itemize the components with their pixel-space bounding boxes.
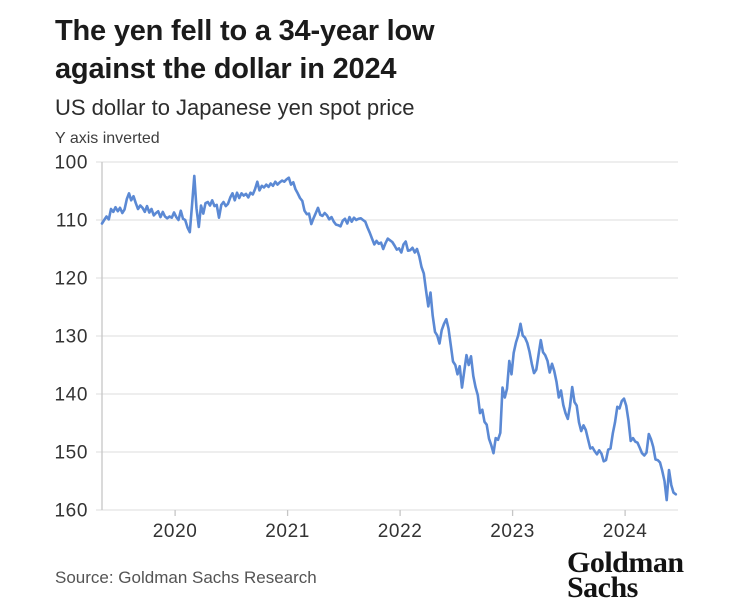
x-axis-labels: 2020 2021 2022 2023 2024 bbox=[153, 521, 648, 542]
x-tick-label: 2023 bbox=[490, 521, 535, 542]
title-line-1: The yen fell to a 34-year low bbox=[55, 15, 435, 47]
x-tick-label: 2020 bbox=[153, 521, 198, 542]
axis-inverted-note: Y axis inverted bbox=[55, 130, 160, 147]
source-text: Source: Goldman Sachs Research bbox=[55, 568, 317, 587]
x-tick-label: 2022 bbox=[378, 521, 423, 542]
y-tick-label: 100 bbox=[54, 153, 88, 174]
y-tick-label: 160 bbox=[54, 501, 88, 522]
y-tick-label: 140 bbox=[54, 385, 88, 406]
logo-word-goldman: Goldman bbox=[567, 546, 684, 579]
chart-subtitle: US dollar to Japanese yen spot price bbox=[55, 95, 415, 120]
y-axis-labels: 100 110 120 130 140 150 160 bbox=[54, 153, 88, 522]
x-tick-label: 2024 bbox=[603, 521, 648, 542]
y-tick-label: 150 bbox=[54, 443, 88, 464]
goldman-sachs-logo: Goldman Sachs bbox=[567, 546, 684, 604]
x-tick-label: 2021 bbox=[265, 521, 310, 542]
title-line-2: against the dollar in 2024 bbox=[55, 53, 397, 85]
y-tick-label: 130 bbox=[54, 327, 88, 348]
y-tick-label: 120 bbox=[54, 269, 88, 290]
page-title: The yen fell to a 34-year low against th… bbox=[55, 12, 705, 88]
series-line-usdjpy bbox=[100, 174, 678, 502]
logo-word-sachs: Sachs bbox=[567, 571, 638, 604]
chart-header: The yen fell to a 34-year low against th… bbox=[55, 12, 705, 148]
x-axis-ticks bbox=[174, 510, 626, 516]
gridlines bbox=[96, 161, 678, 511]
y-tick-label: 110 bbox=[56, 211, 88, 232]
